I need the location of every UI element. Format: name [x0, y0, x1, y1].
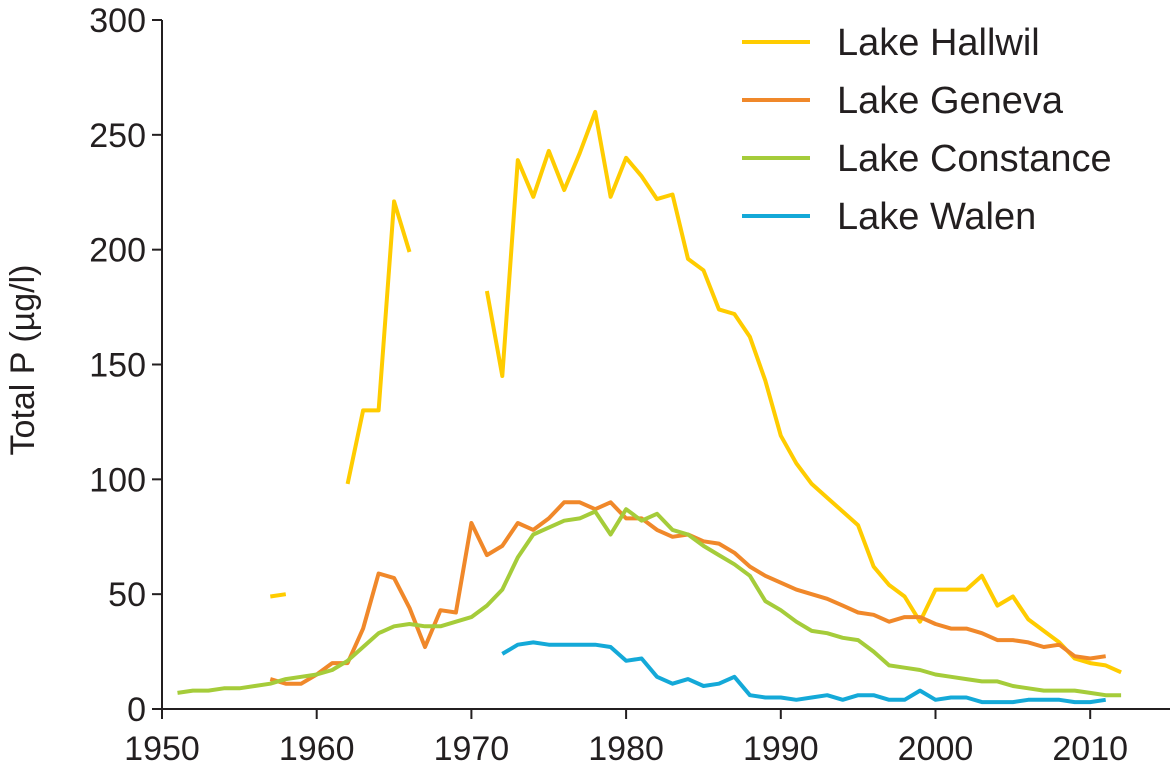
legend-item-lake-hallwil: Lake Hallwil: [742, 22, 1040, 64]
legend: Lake Hallwil Lake Geneva Lake Constance Lak…: [742, 22, 1112, 238]
lake-hallwil-line-segment: [345, 199, 412, 485]
x-tick-label: 2010: [1052, 730, 1128, 768]
lake-hallwil-line-segment: [270, 592, 287, 599]
lake-walen-line-segment: [501, 640, 1106, 705]
x-tick-label: 1970: [434, 730, 510, 768]
x-tick-label: 1990: [743, 730, 819, 768]
x-axis: 1950 1960 1970 1980 1990 2000 2010: [124, 708, 1170, 768]
legend-label: Lake Geneva: [837, 80, 1064, 122]
y-tick-label: 300: [89, 2, 146, 40]
x-ticks: 1950 1960 1970 1980 1990 2000 2010: [124, 709, 1128, 768]
y-tick-label: 200: [89, 232, 146, 270]
legend-label: Lake Constance: [837, 138, 1112, 180]
series-lines: [177, 109, 1122, 705]
legend-item-lake-walen: Lake Walen: [742, 196, 1036, 238]
lake-geneva-line-segment: [269, 500, 1106, 686]
y-axis: 0 50 100 150 200 250 300 Total P (µg/l): [4, 2, 163, 729]
y-tick-label: 250: [89, 117, 146, 155]
y-tick-label: 50: [108, 576, 146, 614]
x-tick-label: 1950: [124, 730, 200, 768]
x-tick-label: 1960: [279, 730, 355, 768]
series-lake-geneva: [269, 500, 1106, 686]
legend-item-lake-geneva: Lake Geneva: [742, 80, 1064, 122]
legend-label: Lake Walen: [837, 196, 1036, 238]
y-axis-title: Total P (µg/l): [4, 265, 42, 456]
series-lake-walen: [501, 640, 1106, 705]
y-tick-label: 100: [89, 461, 146, 499]
lake-constance-line-segment: [177, 507, 1122, 698]
legend-item-lake-constance: Lake Constance: [742, 138, 1112, 180]
legend-label: Lake Hallwil: [837, 22, 1040, 64]
series-lake-hallwil: [270, 109, 1122, 675]
y-tick-label: 0: [127, 691, 146, 729]
x-tick-label: 1980: [588, 730, 664, 768]
y-tick-label: 150: [89, 347, 146, 385]
series-lake-constance: [177, 507, 1122, 698]
y-ticks: 0 50 100 150 200 250 300: [89, 2, 162, 729]
x-tick-label: 2000: [898, 730, 974, 768]
lake-hallwil-line-segment: [484, 109, 1122, 675]
